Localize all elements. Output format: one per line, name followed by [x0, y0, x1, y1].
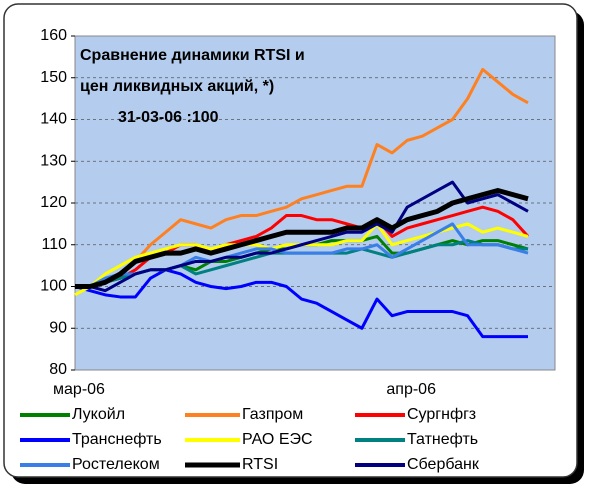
y-tick-label: 120	[40, 194, 67, 211]
y-tick-label: 110	[41, 236, 67, 253]
y-tick-label: 80	[49, 361, 67, 378]
y-tick-label: 100	[40, 278, 67, 295]
series-line	[74, 268, 528, 339]
legend-label: Сбербанк	[407, 456, 480, 473]
x-tick-label: мар-06	[53, 381, 105, 398]
legend-label: Лукойл	[72, 406, 125, 423]
y-tick-label: 140	[40, 111, 67, 128]
legend-label: RTSI	[242, 456, 278, 473]
legend-label: Ростелеком	[72, 456, 160, 473]
y-tick-label: 90	[49, 319, 67, 336]
legend-label: Газпром	[242, 406, 303, 423]
series-line	[75, 180, 529, 293]
series-line	[75, 67, 529, 288]
chart-title: цен ликвидных акций, *)	[80, 78, 274, 95]
chart-subtitle: 31-03-06 :100	[118, 109, 219, 126]
legend-label: РАО ЕЭС	[242, 431, 313, 448]
legend-label: Сургнфгз	[407, 406, 476, 423]
y-tick-label: 130	[40, 152, 67, 169]
chart-title: Сравнение динамики RTSI и	[80, 47, 305, 64]
legend-label: Транснефть	[72, 431, 162, 448]
legend-label: Татнефть	[407, 431, 478, 448]
x-tick-label: апр-06	[386, 381, 436, 398]
y-tick-label: 150	[40, 69, 67, 86]
series-line	[75, 187, 529, 289]
y-tick-label: 160	[40, 27, 67, 44]
